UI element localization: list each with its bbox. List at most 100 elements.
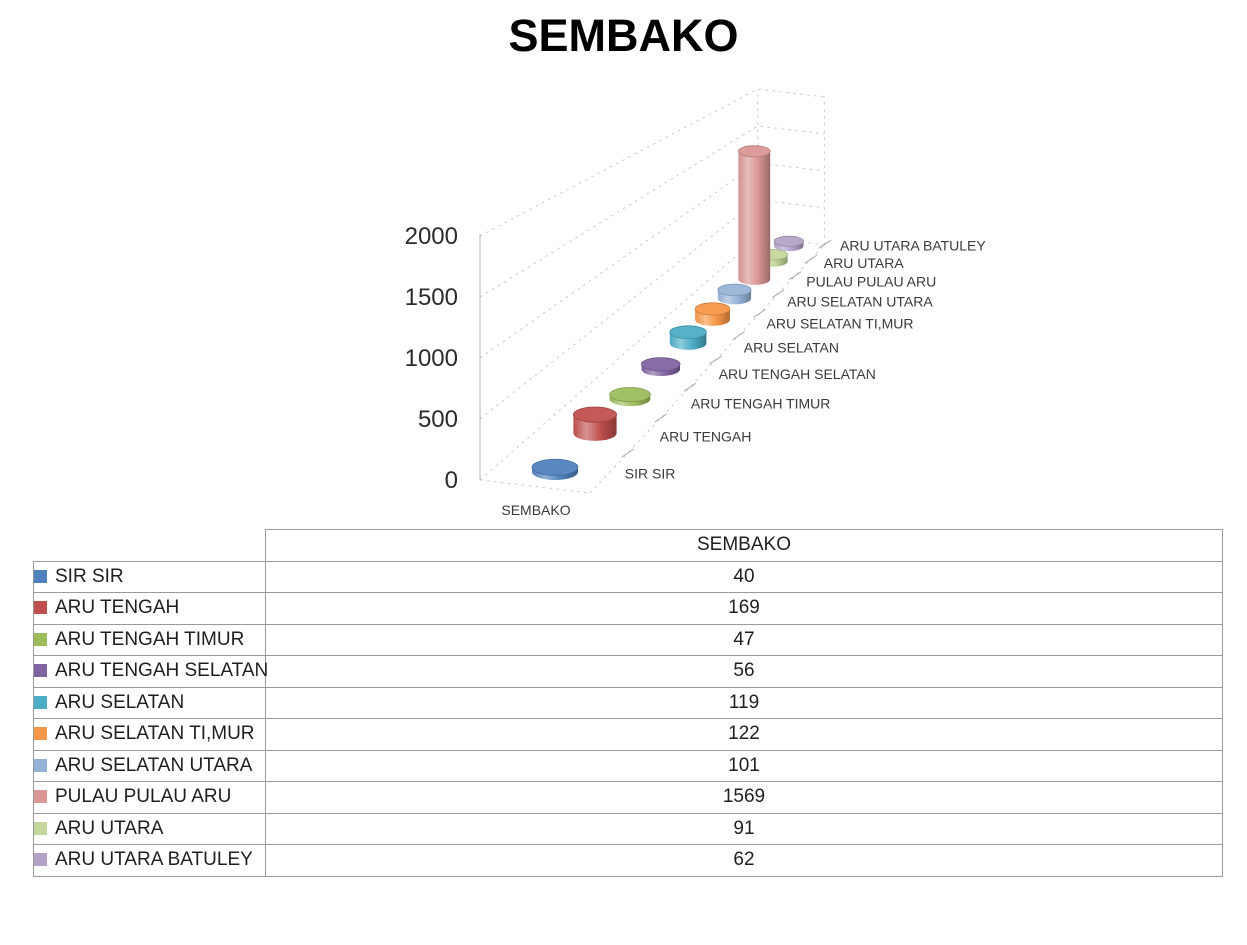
category-label: ARU UTARA (824, 255, 905, 271)
value-axis-tick-label: 1500 (405, 284, 458, 311)
category-label: PULAU PULAU ARU (806, 274, 936, 290)
category-label: SIR SIR (625, 466, 676, 482)
value-gridline (479, 199, 825, 420)
cylinder-layer (531, 145, 804, 480)
category-label: ARU UTARA BATULEY (840, 238, 986, 254)
table-row: ARU TENGAH TIMUR 47 (33, 623, 1223, 656)
cylinder-top (573, 406, 618, 423)
category-leader-dash (732, 331, 746, 340)
table-spacer-cell (33, 529, 266, 561)
value-axis-tick-label: 1000 (405, 345, 458, 372)
value-axis-tick-label: 2000 (405, 223, 458, 250)
category-label: ARU TENGAH TIMUR (691, 396, 831, 412)
row-label-text: ARU SELATAN UTARA (55, 754, 253, 776)
cylinder (694, 302, 731, 326)
value-axis-tick-label: 500 (418, 406, 458, 433)
legend-swatch (34, 790, 47, 804)
table-row-label: ARU UTARA (33, 812, 266, 845)
cylinder-top (717, 283, 752, 297)
category-leader-dash (771, 289, 785, 299)
table-header-row: SEMBAKO (33, 529, 1223, 562)
table-row: ARU TENGAH SELATAN 56 (33, 655, 1223, 688)
legend-swatch (34, 727, 47, 741)
legend-swatch (34, 853, 47, 867)
cylinder-side (738, 151, 771, 285)
grid-layer: 0 500 1000 1500 2000 SEMBAKO (405, 88, 825, 518)
legend-swatch (34, 695, 47, 709)
row-label-text: ARU UTARA (55, 817, 164, 839)
cylinder (717, 283, 752, 305)
legend-swatch (34, 821, 47, 835)
table-row-value: 91 (265, 812, 1223, 845)
table-row-label: ARU TENGAH SELATAN (33, 655, 268, 688)
table-row: ARU TENGAH 169 (33, 592, 1223, 625)
category-leader-dash (753, 309, 766, 318)
cylinder (573, 406, 618, 441)
table-row-label: ARU TENGAH TIMUR (33, 623, 266, 656)
table-row-label: ARU SELATAN UTARA (33, 749, 266, 782)
cylinder-top (694, 302, 731, 316)
table-row-label: SIR SIR (33, 560, 266, 593)
row-label-text: ARU SELATAN (55, 691, 185, 713)
table-row-value: 62 (265, 844, 1223, 877)
table-row: ARU SELATAN 119 (33, 686, 1223, 719)
table-row-value: 119 (265, 686, 1223, 719)
table-row-value: 56 (265, 655, 1223, 688)
legend-swatch (34, 664, 47, 678)
table-row-label: PULAU PULAU ARU (33, 781, 266, 814)
cylinder (609, 387, 651, 407)
table-row: ARU UTARA BATULEY 62 (33, 844, 1223, 877)
legend-swatch (34, 758, 47, 772)
label-layer: SIR SIR ARU TENGAH ARU TENGAH TIMUR ARU TEN… (621, 238, 986, 482)
cylinder (641, 357, 681, 377)
category-label: ARU TENGAH SELATAN (719, 366, 876, 382)
table-row-value: 1569 (265, 781, 1223, 814)
floor-front-edge (479, 479, 591, 494)
chart-title: SEMBAKO (508, 10, 739, 61)
value-gridline (479, 162, 825, 359)
table-row: ARU SELATAN UTARA 101 (33, 749, 1223, 782)
table-row-value: 40 (265, 560, 1223, 593)
cylinder-top (609, 387, 651, 403)
cylinder (669, 325, 707, 350)
row-label-text: ARU TENGAH (55, 597, 180, 619)
row-label-text: ARU SELATAN TI,MUR (55, 723, 255, 745)
cylinder-top (641, 357, 681, 372)
table-row-value: 47 (265, 623, 1223, 656)
legend-swatch (34, 601, 47, 615)
table-row-label: ARU SELATAN TI,MUR (33, 718, 266, 751)
legend-swatch (34, 569, 47, 583)
table-row-value: 101 (265, 749, 1223, 782)
cylinder-top (669, 325, 707, 340)
category-label: ARU TENGAH (660, 428, 752, 444)
cylinder-top (737, 145, 771, 158)
value-axis-tick-label: 0 (445, 467, 458, 494)
row-label-text: SIR SIR (55, 565, 124, 587)
cylinder-3d-chart: 0 500 1000 1500 2000 SEMBAKO SIR SIR ARU TENGA… (405, 88, 986, 518)
table-row-label: ARU TENGAH (33, 592, 266, 625)
category-label: ARU SELATAN UTARA (787, 294, 933, 310)
category-leader-dash (804, 254, 818, 264)
legend-swatch (34, 632, 47, 646)
category-label: ARU SELATAN (744, 340, 839, 356)
category-leader-dash (621, 448, 635, 458)
data-table: SEMBAKO SIR SIR 40 ARU TENGAH 169 ARU TENGAH… (33, 529, 1223, 877)
category-leader-dash (789, 271, 802, 281)
value-gridline (479, 125, 825, 298)
cylinder (737, 145, 771, 285)
cylinder (773, 235, 804, 252)
category-leader-dash (683, 382, 697, 392)
table-row: ARU SELATAN TI,MUR 122 (33, 718, 1223, 751)
row-label-text: ARU UTARA BATULEY (55, 849, 253, 871)
table-row-value: 122 (265, 718, 1223, 751)
cylinder (531, 458, 579, 480)
row-label-text: PULAU PULAU ARU (55, 786, 232, 808)
category-leader-dash (818, 239, 832, 249)
value-gridline (479, 88, 825, 237)
row-label-text: ARU TENGAH TIMUR (55, 628, 245, 650)
table-row: ARU UTARA 91 (33, 812, 1223, 845)
table-row-label: ARU UTARA BATULEY (33, 844, 266, 877)
category-leader-dash (654, 413, 668, 423)
cylinder-top (531, 458, 579, 476)
